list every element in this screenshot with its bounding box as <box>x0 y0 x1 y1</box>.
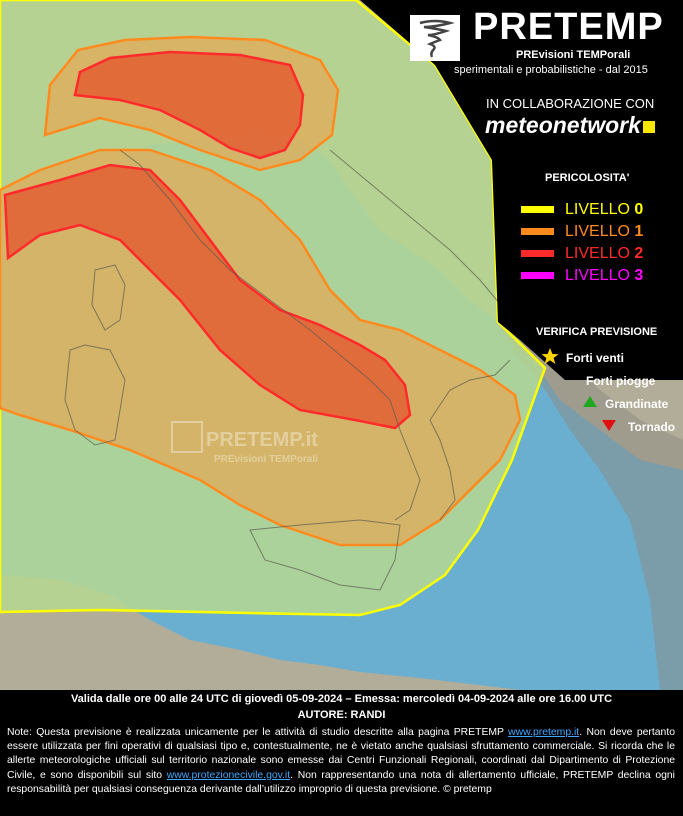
legend-level-0-text: LIVELLO <box>565 201 630 218</box>
tornado-logo <box>410 15 460 61</box>
legend-level-3-num: 3 <box>634 267 644 284</box>
brand-tagline-text: sperimentali e probabilistiche - dal 201… <box>454 64 648 76</box>
legend-level-2-label: LIVELLO 2 <box>565 245 643 263</box>
brand-tagline: sperimentali e probabilistiche - dal 201… <box>454 64 648 76</box>
triangle-down-icon <box>602 420 616 431</box>
legend-swatch-3 <box>521 272 554 279</box>
tornado-icon <box>419 19 455 58</box>
risk-area-level-2-north <box>73 50 305 160</box>
legend-level-0-num: 0 <box>634 201 644 218</box>
triangle-up-icon <box>583 396 597 407</box>
validity-text: Valida dalle ore 00 alle 24 UTC di giove… <box>70 693 613 705</box>
land-africa <box>0 575 520 690</box>
legend-swatch-2 <box>521 250 554 257</box>
protezione-civile-link[interactable]: www.protezionecivile.gov.it <box>166 769 291 781</box>
note-part-1: Note: Questa previsione è realizzata uni… <box>7 727 509 738</box>
disclaimer-note: Note: Questa previsione è realizzata uni… <box>7 726 675 797</box>
legend-level-1-text: LIVELLO <box>565 223 630 240</box>
legend-level-1-num: 1 <box>634 223 644 240</box>
brand-subtitle: PREvisioni TEMPorali <box>516 49 631 61</box>
legend-level-2-text: LIVELLO <box>565 245 630 262</box>
land-balkans-dark <box>500 300 683 690</box>
legend-swatch-1 <box>521 228 554 235</box>
legend-panel-background <box>360 0 683 380</box>
adriatic-east-coast <box>329 149 506 311</box>
legend-level-2-num: 2 <box>634 245 644 262</box>
legend-level-3-label: LIVELLO 3 <box>565 267 643 285</box>
legend-level-1-label: LIVELLO 1 <box>565 223 643 241</box>
legend-level-3-text: LIVELLO <box>565 267 630 284</box>
collaboration-label: IN COLLABORAZIONE CON <box>486 96 655 111</box>
note-part-3: . Non rappresentando una nota di allerta… <box>7 769 675 795</box>
forecast-map: PRETEMP.it PREvisioni TEMPorali <box>0 0 683 690</box>
watermark-subtitle: PREvisioni TEMPorali <box>214 454 318 465</box>
note-part-2: . Non deve pertanto essere utilizzata pe… <box>7 727 675 781</box>
italy-coastline <box>119 149 511 521</box>
sicily-coastline <box>249 519 401 591</box>
footer: Valida dalle ore 00 alle 24 UTC di giove… <box>0 690 683 816</box>
watermark: PRETEMP.it PREvisioni TEMPorali <box>171 421 318 465</box>
sardinia-coastline <box>64 344 126 446</box>
pretemp-link[interactable]: www.pretemp.it <box>508 727 580 738</box>
partner-logo: meteonetwork <box>485 112 655 139</box>
legend-level-0-label: LIVELLO 0 <box>565 201 643 219</box>
verification-item-tornado: Tornado <box>628 420 676 434</box>
star-icon <box>541 348 559 364</box>
verification-item-rain: Forti piogge <box>586 374 656 388</box>
corsica-coastline <box>91 264 126 331</box>
risk-area-level-2-south <box>3 163 412 430</box>
legend-swatch-0 <box>521 206 554 213</box>
verification-item-hail: Grandinate <box>605 397 669 411</box>
author-text: AUTORE: RANDI <box>297 709 386 721</box>
partner-name: meteonetwork <box>485 112 641 138</box>
verification-symbols-2 <box>583 396 616 431</box>
legend-title: PERICOLOSITA' <box>545 172 630 184</box>
partner-square-icon <box>642 121 655 133</box>
verification-title: VERIFICA PREVISIONE <box>536 326 658 338</box>
verification-symbols <box>541 348 559 364</box>
brand-title: PRETEMP <box>473 6 664 48</box>
verification-item-winds: Forti venti <box>566 351 625 365</box>
watermark-title: PRETEMP.it <box>206 429 318 451</box>
